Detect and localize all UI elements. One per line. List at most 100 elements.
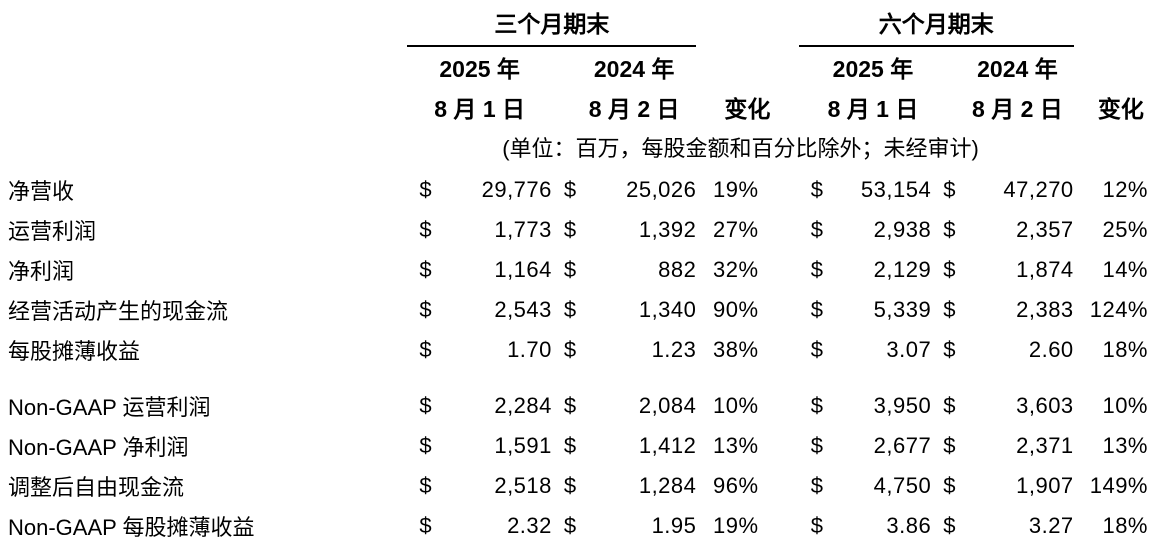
value-6m-2025: 5,339 <box>873 297 932 322</box>
value-3m-2024: 1,284 <box>638 473 697 498</box>
unit-note: (单位：百万，每股金额和百分比除外；未经审计) <box>502 136 979 161</box>
value-3m-2024: 1,340 <box>638 297 697 322</box>
financial-summary-table: 三个月期末 六个月期末 2025 年 2024 年 2025 年 2024 年 … <box>8 2 1148 546</box>
dollar-sign: $ <box>563 393 577 418</box>
value-3m-2025: 2,518 <box>494 473 552 498</box>
dollar-sign: $ <box>810 433 823 458</box>
change-6m: 149% <box>1089 473 1148 498</box>
row-label: 净营收 <box>8 179 75 204</box>
dollar-sign: $ <box>810 257 823 282</box>
dollar-sign: $ <box>563 257 577 282</box>
change-3m: 38% <box>713 337 759 362</box>
gaap-rows-section: 净营收 $ 29,776 $ 25,026 19% $ 53,154 $ 47,… <box>8 170 1148 370</box>
dollar-sign: $ <box>419 177 432 202</box>
dollar-sign: $ <box>943 473 956 498</box>
value-6m-2024: 2.60 <box>1028 337 1074 362</box>
change-6m: 25% <box>1102 217 1148 242</box>
col-header-6m-2024-date: 8 月 2 日 <box>972 96 1063 122</box>
dollar-sign: $ <box>563 217 577 242</box>
dollar-sign: $ <box>419 433 432 458</box>
row-label: 每股摊薄收益 <box>8 339 141 364</box>
value-6m-2025: 2,129 <box>873 257 932 282</box>
value-6m-2024: 3.27 <box>1028 513 1074 538</box>
value-3m-2025: 2,543 <box>494 297 552 322</box>
col-header-3m-2025-year: 2025 年 <box>439 56 520 82</box>
dollar-sign: $ <box>943 297 956 322</box>
dollar-sign: $ <box>419 257 432 282</box>
col-header-6m-2025-year: 2025 年 <box>832 56 914 82</box>
year-header-row: 2025 年 2024 年 2025 年 2024 年 <box>8 46 1148 90</box>
value-3m-2025: 2,284 <box>494 393 552 418</box>
value-3m-2025: 1,164 <box>494 257 552 282</box>
column-gap <box>759 506 799 546</box>
change-header-three-month: 变化 <box>724 96 771 122</box>
change-3m: 19% <box>713 513 759 538</box>
period-group-row: 三个月期末 六个月期末 <box>8 2 1148 47</box>
table-row: 净营收 $ 29,776 $ 25,026 19% $ 53,154 $ 47,… <box>8 170 1148 210</box>
value-3m-2025: 1.70 <box>507 337 552 362</box>
value-3m-2024: 25,026 <box>626 177 697 202</box>
dollar-sign: $ <box>419 473 432 498</box>
value-6m-2025: 4,750 <box>873 473 932 498</box>
row-label: 运营利润 <box>8 219 97 244</box>
value-6m-2024: 2,357 <box>1016 217 1074 242</box>
value-3m-2025: 2.32 <box>507 513 552 538</box>
date-header-row: 8 月 1 日 8 月 2 日 变化 8 月 1 日 8 月 2 日 变化 <box>8 90 1148 124</box>
value-6m-2025: 53,154 <box>860 177 932 202</box>
table-row: 净利润 $ 1,164 $ 882 32% $ 2,129 $ 1,874 14… <box>8 250 1148 290</box>
value-6m-2025: 2,677 <box>873 433 932 458</box>
dollar-sign: $ <box>943 393 956 418</box>
col-header-3m-2025-date: 8 月 1 日 <box>434 96 526 122</box>
dollar-sign: $ <box>810 473 823 498</box>
period-header-three-month: 三个月期末 <box>407 2 697 47</box>
table-row: 运营利润 $ 1,773 $ 1,392 27% $ 2,938 $ 2,357… <box>8 210 1148 250</box>
table-row: 调整后自由现金流 $ 2,518 $ 1,284 96% $ 4,750 $ 1… <box>8 466 1148 506</box>
dollar-sign: $ <box>563 513 577 538</box>
row-label: Non-GAAP 运营利润 <box>8 395 211 420</box>
table-row: 经营活动产生的现金流 $ 2,543 $ 1,340 90% $ 5,339 $… <box>8 290 1148 330</box>
change-3m: 96% <box>713 473 759 498</box>
non-gaap-rows-section: Non-GAAP 运营利润 $ 2,284 $ 2,084 10% $ 3,95… <box>8 386 1148 546</box>
value-6m-2025: 3.07 <box>886 337 932 362</box>
col-header-3m-2024-year: 2024 年 <box>593 56 675 82</box>
value-3m-2025: 1,591 <box>494 433 552 458</box>
change-6m: 13% <box>1102 433 1148 458</box>
dollar-sign: $ <box>943 433 956 458</box>
financial-summary-document: 三个月期末 六个月期末 2025 年 2024 年 2025 年 2024 年 … <box>8 2 1148 546</box>
change-3m: 90% <box>713 297 759 322</box>
table-row: 每股摊薄收益 $ 1.70 $ 1.23 38% $ 3.07 $ 2.60 1… <box>8 330 1148 370</box>
dollar-sign: $ <box>810 337 823 362</box>
dollar-sign: $ <box>943 177 956 202</box>
row-label: 净利润 <box>8 259 75 284</box>
value-6m-2025: 2,938 <box>873 217 932 242</box>
change-3m: 10% <box>713 393 759 418</box>
col-header-6m-2024-year: 2024 年 <box>977 56 1058 82</box>
change-6m: 12% <box>1102 177 1148 202</box>
value-6m-2025: 3.86 <box>886 513 932 538</box>
col-header-6m-2025-date: 8 月 1 日 <box>827 96 919 122</box>
dollar-sign: $ <box>810 297 823 322</box>
dollar-sign: $ <box>563 177 577 202</box>
dollar-sign: $ <box>563 473 577 498</box>
column-gap <box>759 466 799 506</box>
value-3m-2024: 1,392 <box>638 217 697 242</box>
value-6m-2024: 1,907 <box>1016 473 1074 498</box>
value-3m-2024: 2,084 <box>638 393 697 418</box>
table-row: Non-GAAP 运营利润 $ 2,284 $ 2,084 10% $ 3,95… <box>8 386 1148 426</box>
dollar-sign: $ <box>563 433 577 458</box>
column-gap <box>759 170 799 210</box>
dollar-sign: $ <box>943 337 956 362</box>
dollar-sign: $ <box>419 297 432 322</box>
column-gap <box>759 290 799 330</box>
column-gap <box>759 426 799 466</box>
row-label: Non-GAAP 净利润 <box>8 435 189 460</box>
table-row: Non-GAAP 净利润 $ 1,591 $ 1,412 13% $ 2,677… <box>8 426 1148 466</box>
change-6m: 10% <box>1102 393 1148 418</box>
row-label: 调整后自由现金流 <box>8 475 185 500</box>
row-label: 经营活动产生的现金流 <box>8 299 229 324</box>
table-header: 三个月期末 六个月期末 2025 年 2024 年 2025 年 2024 年 … <box>8 2 1148 170</box>
col-header-3m-2024-date: 8 月 2 日 <box>588 96 680 122</box>
value-3m-2025: 1,773 <box>494 217 552 242</box>
dollar-sign: $ <box>419 513 432 538</box>
value-6m-2024: 1,874 <box>1016 257 1074 282</box>
